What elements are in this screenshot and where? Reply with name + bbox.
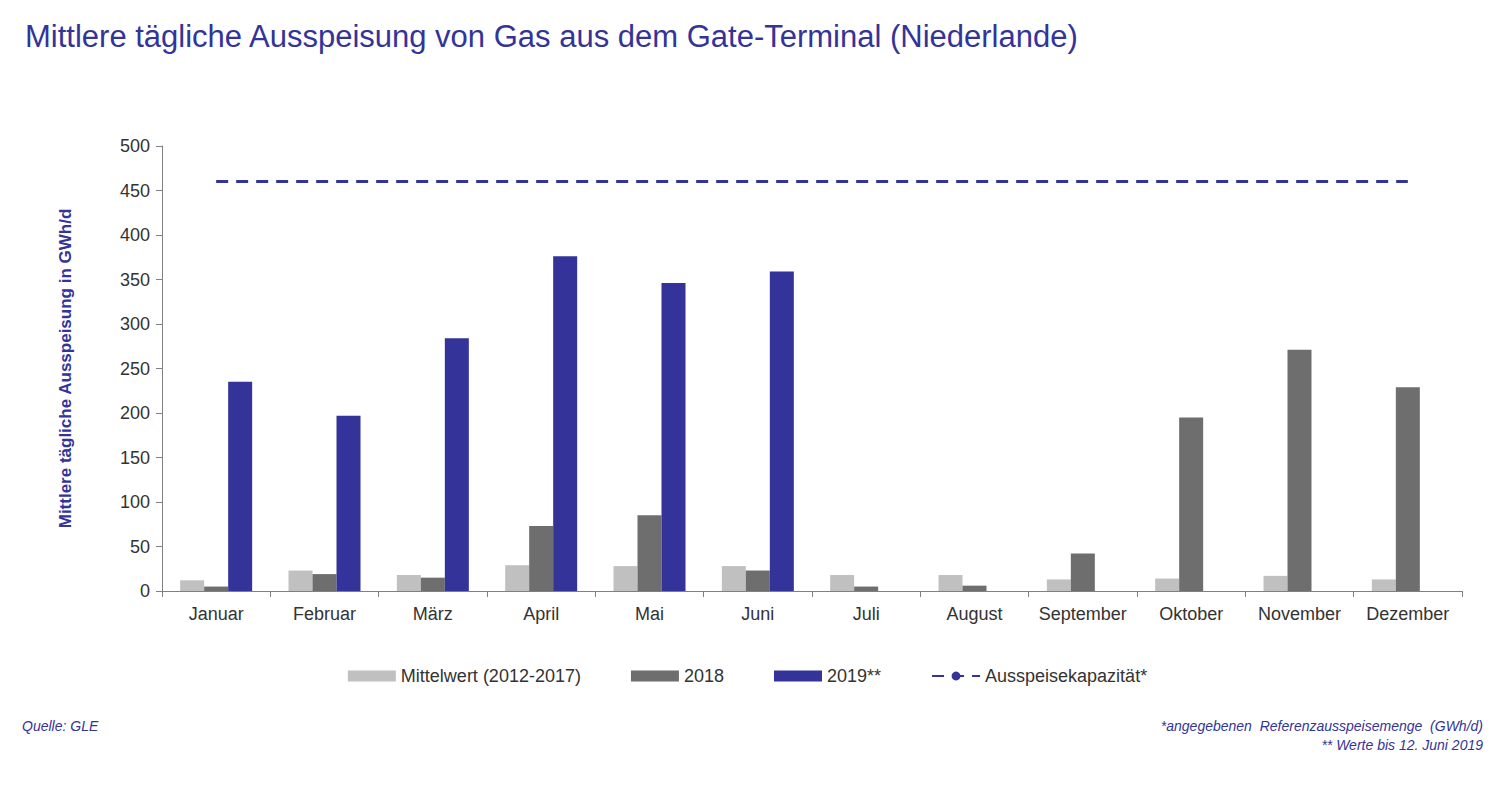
svg-text:0: 0 (140, 581, 150, 601)
svg-text:September: September (1039, 604, 1127, 624)
svg-text:2018: 2018 (684, 666, 724, 686)
svg-text:Mittlere tägliche Ausspeisung: Mittlere tägliche Ausspeisung in GWh/d (56, 209, 75, 529)
svg-text:200: 200 (120, 403, 150, 423)
svg-text:August: August (946, 604, 1002, 624)
svg-text:April: April (523, 604, 559, 624)
svg-text:Quelle: GLE: Quelle: GLE (22, 718, 99, 734)
svg-text:350: 350 (120, 270, 150, 290)
svg-text:Mittelwert (2012-2017): Mittelwert (2012-2017) (401, 666, 581, 686)
svg-text:Ausspeisekapazität*: Ausspeisekapazität* (985, 666, 1147, 686)
svg-text:** Werte bis 12. Juni 2019: ** Werte bis 12. Juni 2019 (1321, 737, 1483, 753)
svg-text:Oktober: Oktober (1159, 604, 1223, 624)
svg-text:Mittlere tägliche Ausspeisung: Mittlere tägliche Ausspeisung von Gas au… (25, 19, 1078, 54)
svg-text:300: 300 (120, 314, 150, 334)
svg-text:450: 450 (120, 181, 150, 201)
svg-text:400: 400 (120, 225, 150, 245)
svg-text:Januar: Januar (189, 604, 244, 624)
svg-text:150: 150 (120, 448, 150, 468)
svg-text:Juni: Juni (741, 604, 774, 624)
svg-text:März: März (413, 604, 453, 624)
svg-text:November: November (1258, 604, 1341, 624)
svg-text:Dezember: Dezember (1366, 604, 1449, 624)
svg-text:Mai: Mai (635, 604, 664, 624)
svg-text:250: 250 (120, 359, 150, 379)
svg-text:2019**: 2019** (827, 666, 881, 686)
svg-text:*angegebenen Referenzausspeis: *angegebenen Referenzausspeisemenge (GWh… (1161, 718, 1483, 734)
svg-text:500: 500 (120, 136, 150, 156)
svg-text:50: 50 (130, 537, 150, 557)
svg-text:Februar: Februar (293, 604, 356, 624)
svg-text:Juli: Juli (853, 604, 880, 624)
svg-text:100: 100 (120, 492, 150, 512)
